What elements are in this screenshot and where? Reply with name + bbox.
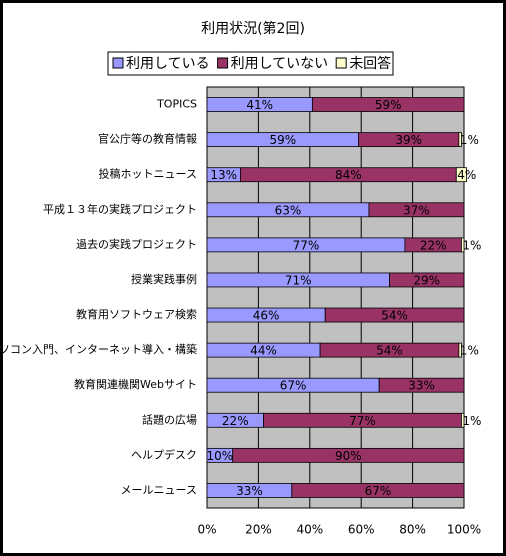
plot-area — [207, 87, 464, 508]
x-tick-label: 100% — [447, 523, 481, 537]
bar-segment — [461, 412, 465, 428]
y-tick-label: 投稿ホットニュース — [99, 167, 197, 181]
bar-segment — [458, 132, 462, 148]
data-label: 33% — [236, 484, 263, 498]
bar-segment — [461, 237, 465, 253]
data-label: 63% — [275, 203, 302, 217]
data-label: 33% — [408, 379, 435, 393]
legend-swatch — [217, 57, 229, 69]
x-tick-label: 80% — [399, 523, 426, 537]
data-label: 44% — [250, 344, 277, 358]
data-label: 1% — [460, 344, 479, 358]
y-tick-label: TOPICS — [156, 98, 197, 111]
data-label: 29% — [413, 273, 440, 287]
bar-segment — [232, 447, 465, 463]
data-label: 90% — [335, 449, 362, 463]
legend-label: 利用している — [126, 56, 210, 72]
bar-segment — [324, 307, 465, 323]
data-label: 1% — [460, 133, 479, 147]
data-label: 77% — [349, 414, 376, 428]
bar-segment — [291, 483, 465, 498]
data-label: 1% — [462, 414, 481, 428]
legend-swatch — [335, 57, 347, 69]
y-tick-label: 教育用ソフトウェア検索 — [76, 307, 197, 321]
data-label: 46% — [253, 309, 280, 323]
y-tick-label: 平成１３年の実践プロジェクト — [43, 202, 197, 216]
plot-border — [206, 86, 465, 509]
y-tick-label: メールニュース — [121, 483, 197, 496]
data-label: 54% — [381, 309, 408, 323]
data-label: 22% — [222, 414, 249, 428]
data-label: 59% — [269, 133, 296, 147]
legend-swatch — [112, 57, 124, 69]
y-tick-label: 官公庁等の教育情報 — [98, 132, 197, 146]
x-tick-label: 20% — [245, 523, 272, 537]
data-label: 84% — [335, 168, 362, 182]
data-label: 39% — [395, 133, 422, 147]
data-label: 37% — [403, 203, 430, 217]
bar-segment — [368, 202, 465, 218]
y-tick-label: パソコン入門、インターネット導入・構築 — [0, 342, 197, 356]
data-label: 1% — [462, 238, 481, 252]
data-label: 54% — [376, 344, 403, 358]
y-tick-label: ヘルプデスク — [131, 447, 197, 461]
data-label: 4% — [457, 168, 476, 182]
legend-label: 未回答 — [349, 55, 391, 72]
bar-segment — [378, 377, 465, 393]
data-label: 22% — [420, 238, 447, 252]
data-label: 59% — [375, 98, 402, 112]
data-label: 77% — [293, 238, 320, 252]
x-tick-label: 60% — [348, 523, 375, 537]
bar-segment — [389, 272, 465, 288]
y-tick-label: 過去の実践プロジェクト — [76, 237, 197, 251]
data-label: 67% — [280, 379, 307, 393]
bar-segment — [455, 167, 467, 183]
data-label: 71% — [285, 273, 312, 287]
legend-box — [107, 51, 394, 76]
y-tick-label: 授業実践事例 — [131, 272, 197, 286]
chart-title: 利用状況(第2回) — [201, 20, 305, 37]
data-label: 67% — [365, 484, 392, 498]
x-tick-label: 0% — [197, 523, 216, 537]
data-label: 41% — [246, 98, 273, 112]
data-label: 13% — [210, 168, 237, 182]
x-tick-label: 40% — [296, 523, 323, 537]
bar-segment — [458, 342, 462, 358]
legend-label: 利用していない — [231, 56, 329, 72]
data-label: 10% — [207, 449, 234, 463]
bar-segment — [311, 97, 465, 112]
y-tick-label: 話題の広場 — [142, 412, 197, 426]
y-tick-label: 教育関連機関Webサイト — [74, 377, 197, 391]
